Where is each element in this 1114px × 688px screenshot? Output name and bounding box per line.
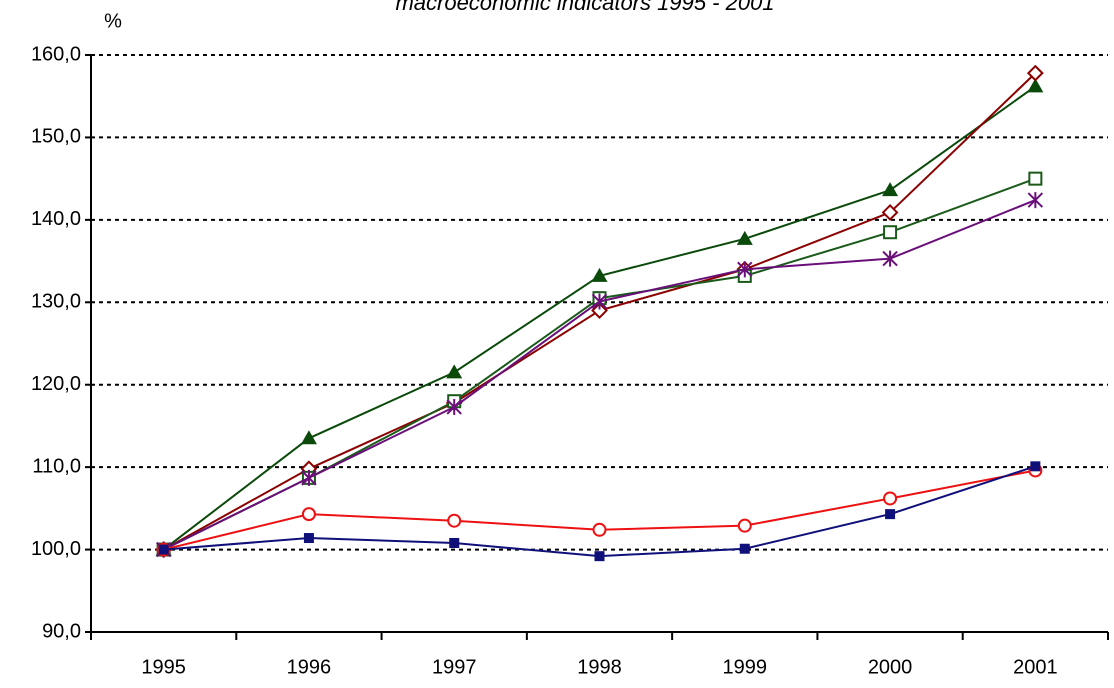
marker (1030, 461, 1041, 472)
marker (1027, 192, 1044, 209)
marker (883, 225, 898, 240)
y-tick-label: 150,0 (31, 126, 81, 148)
marker (882, 182, 899, 197)
marker (737, 261, 753, 278)
y-tick-label: 90,0 (42, 620, 81, 642)
y-tick-label: 100,0 (31, 538, 81, 560)
marker (301, 507, 316, 522)
marker (883, 491, 898, 506)
marker (158, 544, 169, 555)
y-axis-label: % (104, 10, 122, 32)
marker (592, 522, 607, 537)
y-tick-label: 160,0 (31, 43, 81, 65)
marker (881, 204, 899, 221)
x-tick-label: 1999 (723, 656, 768, 678)
marker (303, 533, 314, 544)
marker (1026, 64, 1044, 82)
marker (301, 469, 317, 486)
marker (882, 250, 898, 267)
marker (446, 364, 463, 379)
x-tick-label: 2001 (1013, 656, 1058, 678)
x-tick-label: 2000 (868, 656, 913, 678)
y-tick-label: 140,0 (31, 208, 81, 230)
marker (885, 509, 896, 520)
series-line (163, 465, 1036, 558)
marker (1027, 78, 1044, 93)
marker (739, 543, 750, 554)
y-tick-label: 120,0 (31, 373, 81, 395)
marker (447, 513, 462, 528)
marker (300, 430, 317, 445)
chart-title: macroeconomic indicators 1995 - 2001 (395, 0, 774, 15)
marker (591, 267, 608, 282)
marker (737, 518, 752, 533)
marker (1028, 171, 1043, 186)
marker (591, 293, 608, 310)
series-line (163, 199, 1036, 551)
marker (449, 537, 460, 548)
marker (446, 398, 462, 415)
y-tick-label: 110,0 (32, 455, 81, 477)
y-tick-label: 130,0 (31, 291, 81, 313)
series-line (163, 177, 1036, 551)
x-tick-label: 1996 (287, 656, 332, 678)
marker (736, 230, 753, 245)
marker (591, 302, 608, 319)
x-tick-label: 1997 (432, 656, 477, 678)
x-tick-label: 1995 (141, 656, 186, 678)
x-tick-label: 1998 (577, 656, 622, 678)
marker (594, 551, 605, 562)
